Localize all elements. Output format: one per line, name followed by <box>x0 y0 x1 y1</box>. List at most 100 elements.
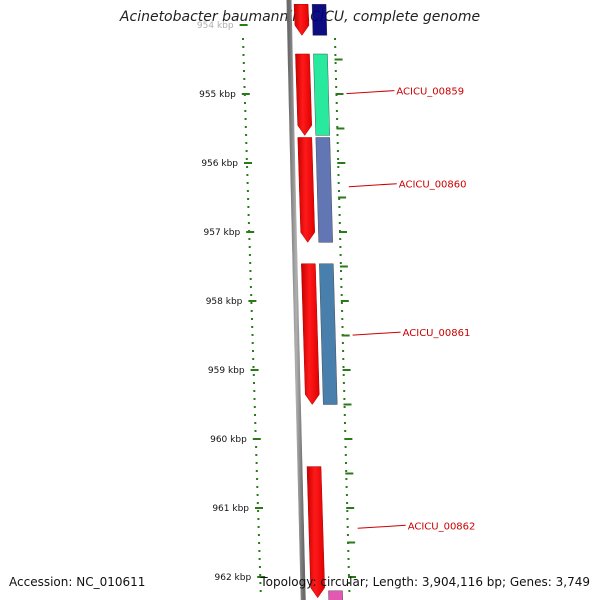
outer-tick-dot <box>338 206 341 208</box>
tick-label: 960 kbp <box>210 435 247 445</box>
tick-959: 959 kbp <box>208 366 259 376</box>
inner-tick-dot <box>246 166 249 168</box>
outer-tick-dot <box>336 150 339 152</box>
outer-tick-dot <box>336 126 339 128</box>
outer-tick-dot <box>343 398 346 400</box>
tick-label: 962 kbp <box>215 573 252 583</box>
backbone-arc <box>286 0 306 600</box>
inner-tick-dot <box>256 494 259 496</box>
outer-tick-dot <box>342 350 345 352</box>
outer-tick-dash <box>345 472 354 475</box>
inner-tick-dot <box>256 486 259 488</box>
outer-tick-dot <box>348 582 351 584</box>
inner-tick-dot <box>257 534 260 536</box>
gene-arrow-g5 <box>306 466 325 599</box>
outer-tick-dot <box>347 566 350 568</box>
inner-tick-dot <box>254 414 256 416</box>
outer-tick-dot <box>340 302 343 304</box>
outer-tick-dot <box>348 590 351 592</box>
inner-tick-dot <box>245 150 248 152</box>
outer-tick-dot <box>335 102 338 104</box>
outer-tick-dot <box>335 78 337 80</box>
inner-tick-dot <box>254 422 257 424</box>
outer-tick-dot <box>339 262 342 264</box>
outer-tick-dot <box>343 406 346 408</box>
tick-mark <box>239 24 248 26</box>
inner-tick-dot <box>252 358 255 360</box>
outer-tick-dash <box>335 93 344 95</box>
inner-tick-dot <box>258 550 261 552</box>
orf-label-text: ACICU_00859 <box>396 87 464 98</box>
inner-tick-dot <box>253 406 256 408</box>
outer-tick-dash <box>348 576 356 578</box>
outer-tick-dot <box>346 526 349 528</box>
inner-tick-dot <box>256 502 259 504</box>
label-layer: ACICU_00859 ACICU_00860 ACICU_00861 ACICU_0… <box>346 87 475 532</box>
outer-tick-dot <box>345 478 348 480</box>
orf-label-ACICU_00862: ACICU_00862 <box>357 521 475 532</box>
outer-tick-dot <box>343 414 346 416</box>
outer-tick-dot <box>335 86 338 88</box>
outer-tick-dash <box>346 507 355 509</box>
inner-tick-dot <box>245 158 248 160</box>
outer-tick-dot <box>336 134 339 136</box>
inner-tick-dot <box>246 174 249 176</box>
outer-tick-dot <box>345 494 348 496</box>
tick-958: 958 kbp <box>206 297 257 307</box>
outer-tick-dot <box>334 62 337 64</box>
outer-tick-dash <box>339 265 348 268</box>
inner-tick-dot <box>252 374 255 376</box>
inner-tick-dot <box>259 590 262 592</box>
inner-tick-dot <box>243 70 245 72</box>
outer-tick-dot <box>337 182 340 184</box>
orf-label-ACICU_00861: ACICU_00861 <box>352 328 470 339</box>
genome-summary-text: Topology: circular; Length: 3,904,116 bp… <box>260 575 590 589</box>
inner-tick-dot <box>242 38 244 40</box>
tick-label: 954 kbp <box>197 21 234 31</box>
inner-tick-dot <box>248 246 251 248</box>
outer-tick-dot <box>341 310 344 312</box>
inner-tick-dot <box>250 310 253 312</box>
outer-tick-dot <box>340 270 342 272</box>
outer-tick-dot <box>339 246 342 248</box>
label-leader-line <box>357 524 406 529</box>
outer-tick-dot <box>342 382 345 384</box>
tick-mark <box>246 231 255 233</box>
inner-tick-dot <box>243 78 246 80</box>
tick-mark <box>255 507 263 509</box>
outer-tick-dot <box>346 518 349 520</box>
outer-tick-dash <box>340 300 349 302</box>
inner-tick-dot <box>242 62 245 64</box>
outer-tick-dot <box>339 254 342 256</box>
label-leader-line <box>348 183 397 188</box>
outer-tick-dot <box>344 430 347 432</box>
outer-tick-dot <box>340 278 343 280</box>
gene-arrow-g3 <box>297 137 315 243</box>
inner-tick-dot <box>250 294 253 296</box>
inner-tick-dot <box>257 518 260 520</box>
inner-tick-dot <box>252 350 254 352</box>
tick-label: 955 kbp <box>199 90 236 100</box>
inner-tick-dot <box>255 454 258 456</box>
inner-tick-dot <box>254 430 257 432</box>
outer-tick-dash <box>337 162 346 164</box>
outer-tick-dot <box>334 38 336 40</box>
outer-tick-dash <box>339 231 347 233</box>
outer-tick-dot <box>347 558 350 560</box>
inner-tick-dot <box>249 262 252 264</box>
tick-mark <box>250 369 259 371</box>
orf-block-o3 <box>315 137 333 243</box>
gene-arrow-g1 <box>293 4 310 36</box>
tick-mark <box>244 162 252 164</box>
gene-arrow-g2 <box>295 53 312 136</box>
inner-tick-dot <box>247 206 250 208</box>
gene-arrow-g4 <box>301 263 320 405</box>
tick-label: 961 kbp <box>212 504 249 514</box>
orf-label-text: ACICU_00860 <box>399 180 467 191</box>
inner-tick-dot <box>245 134 248 136</box>
tick-dots-layer <box>242 38 356 592</box>
inner-tick-dot <box>248 254 251 256</box>
label-leader-line <box>352 331 401 336</box>
outer-tick-dash <box>338 196 347 199</box>
